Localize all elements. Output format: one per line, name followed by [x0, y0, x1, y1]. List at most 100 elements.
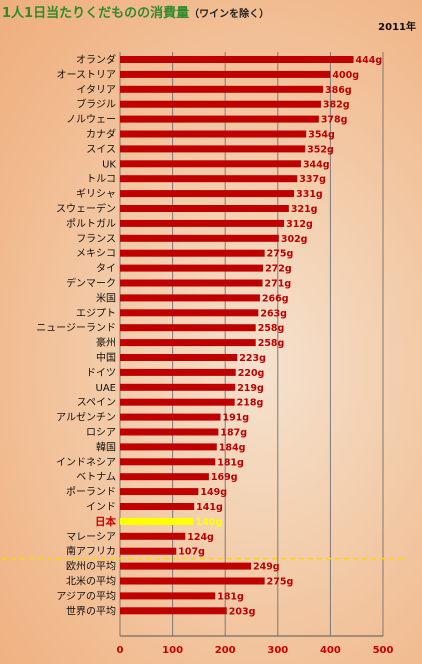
value-label: 266g [262, 293, 289, 304]
bar [120, 160, 301, 168]
category-label: タイ [96, 263, 116, 275]
category-label: エジプト [76, 307, 116, 319]
value-label: 181g [217, 591, 244, 602]
category-label: メキシコ [76, 249, 116, 260]
bar [120, 547, 177, 555]
value-label: 271g [265, 279, 292, 290]
value-label: 258g [258, 338, 285, 349]
category-label: スイス [86, 144, 116, 155]
value-label: 354g [308, 130, 335, 141]
category-label: スウェーデン [56, 202, 116, 215]
category-label: オーストリア [57, 69, 117, 81]
bar [120, 488, 199, 496]
bar [120, 115, 319, 123]
bar [120, 264, 264, 272]
value-label: 337g [299, 174, 326, 185]
category-label: ポーランド [66, 486, 116, 498]
x-tick-label: 500 [373, 645, 394, 656]
category-label: 韓国 [96, 441, 116, 453]
bar [120, 577, 265, 585]
x-tick-label: 200 [215, 645, 236, 656]
value-label: 321g [291, 204, 318, 215]
category-label: ドイツ [86, 368, 116, 379]
value-label: 219g [237, 383, 264, 394]
bar [120, 503, 195, 510]
value-label: 382g [323, 100, 350, 111]
bar [120, 294, 260, 302]
category-label: ロシア [86, 428, 116, 439]
bar [120, 249, 265, 257]
value-label: 275g [267, 249, 294, 260]
bar [120, 219, 285, 227]
chart-subtitle: （ワインを除く） [189, 9, 270, 20]
value-label: 184g [219, 442, 246, 453]
bar [120, 324, 256, 332]
bar [120, 413, 221, 421]
bar [120, 85, 324, 93]
bar [120, 368, 236, 376]
category-label: UK [102, 159, 116, 170]
category-label: ポルトガル [66, 218, 116, 230]
value-label: 386g [325, 85, 352, 96]
chart-title-text: 1人1日当たりくだものの消費量 [2, 6, 190, 21]
value-label: 149g [200, 487, 227, 498]
x-tick-label: 100 [162, 645, 183, 656]
bar [120, 532, 186, 540]
category-label: フランス [76, 233, 116, 245]
bar [120, 458, 216, 466]
value-label: 263g [260, 308, 287, 319]
category-label: UAE [96, 383, 116, 394]
category-label: インドネシア [56, 456, 116, 468]
category-label: インド [86, 502, 116, 513]
category-label: ブラジル [76, 98, 116, 111]
value-label: 191g [222, 413, 249, 424]
value-label: 400g [332, 70, 359, 81]
bar [120, 398, 235, 406]
category-label: デンマーク [66, 277, 116, 290]
category-label: マレーシア [66, 532, 116, 543]
bar [120, 443, 217, 451]
value-label: 140g [196, 517, 223, 528]
category-label: カナダ [86, 128, 116, 141]
value-label: 220g [238, 368, 265, 379]
bar [120, 100, 321, 108]
highlight-bar [120, 517, 194, 525]
bar [120, 309, 259, 317]
bar [120, 607, 227, 615]
category-label: 米国 [96, 291, 116, 304]
value-label: 107g [178, 547, 205, 558]
bar [120, 354, 238, 361]
value-label: 249g [253, 562, 280, 573]
x-tick-label: 400 [320, 645, 341, 656]
value-label: 203g [229, 606, 256, 617]
category-label: ニュージーランド [36, 322, 116, 334]
bar [120, 130, 307, 138]
value-label: 187g [220, 428, 247, 439]
category-label: ギリシャ [76, 188, 116, 200]
bar [120, 383, 236, 391]
value-label: 141g [196, 502, 223, 513]
value-label: 275g [267, 577, 294, 588]
category-label: ベトナム [76, 471, 116, 483]
value-label: 124g [187, 532, 214, 543]
value-label: 302g [281, 234, 308, 245]
bar [120, 70, 331, 78]
bar [120, 190, 295, 198]
category-label: 南アフリカ [66, 545, 116, 558]
bar [120, 175, 298, 183]
category-label: 北米の平均 [66, 575, 116, 588]
bar [120, 234, 279, 242]
bar [120, 145, 306, 153]
value-label: 312g [286, 219, 313, 230]
value-label: 352g [307, 144, 334, 155]
value-label: 223g [239, 353, 266, 364]
chart-year: 2011年 [378, 22, 416, 33]
value-label: 169g [211, 472, 238, 483]
bar [120, 56, 354, 63]
value-label: 272g [265, 264, 292, 275]
bar [120, 473, 209, 481]
bar [120, 428, 219, 436]
bar [120, 562, 251, 570]
